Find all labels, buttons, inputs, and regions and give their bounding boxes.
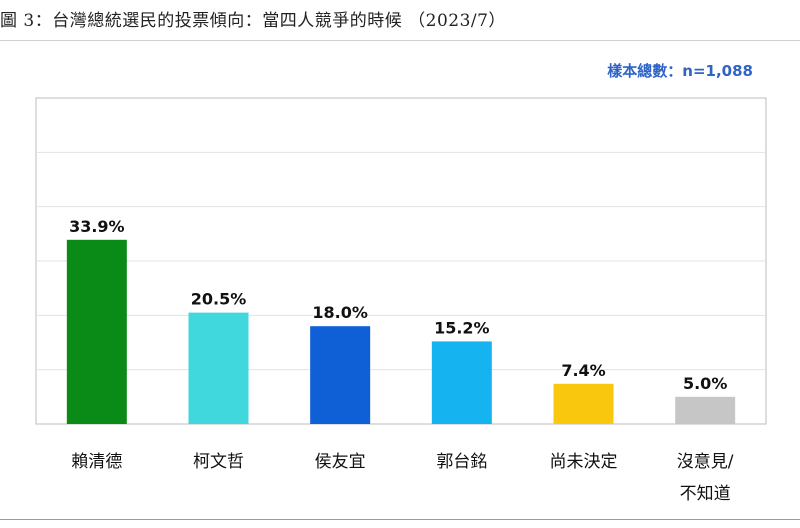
bar	[66, 239, 127, 424]
sample-size-note: 樣本總數：n=1,088	[607, 62, 753, 80]
data-label: 15.2%	[434, 318, 490, 337]
bar	[431, 341, 492, 424]
data-label: 20.5%	[191, 290, 247, 309]
category-label: 尚未決定	[550, 452, 618, 472]
bars	[66, 239, 736, 424]
gridlines	[36, 151, 766, 371]
category-labels: 賴清德 柯文哲 侯友宜 郭台銘 尚未決定 沒意見/不知道	[71, 452, 733, 504]
category-label: 柯文哲	[193, 452, 244, 472]
bar	[675, 396, 736, 424]
data-labels: 33.9% 20.5% 18.0% 15.2% 7.4% 5.0%	[69, 217, 727, 393]
data-label: 33.9%	[69, 217, 125, 236]
category-label: 不知道	[680, 484, 731, 504]
data-label: 18.0%	[312, 303, 368, 322]
category-label: 侯友宜	[315, 452, 366, 472]
data-label: 7.4%	[561, 361, 605, 380]
bar	[553, 383, 614, 424]
bar	[310, 326, 371, 424]
title-divider	[0, 40, 800, 41]
category-label: 郭台銘	[436, 452, 487, 472]
category-label: 沒意見/	[677, 452, 734, 472]
category-label: 賴清德	[71, 452, 122, 472]
bottom-divider	[0, 519, 800, 520]
bar	[188, 312, 249, 424]
figure-title: 圖 3：台灣總統選民的投票傾向：當四人競爭的時候 （2023/7）	[0, 11, 506, 31]
data-label: 5.0%	[683, 374, 727, 393]
